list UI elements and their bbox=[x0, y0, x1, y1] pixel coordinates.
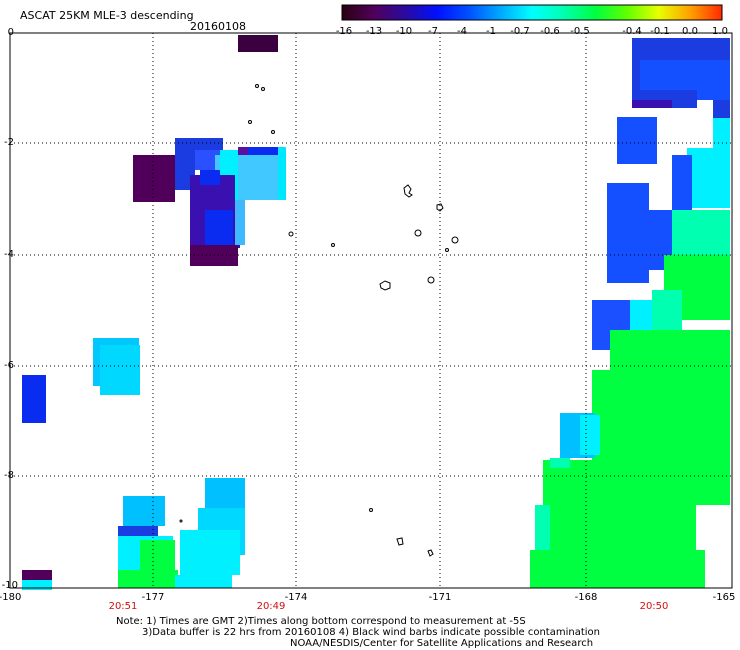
y-axis-label: -6 bbox=[4, 360, 14, 371]
x-axis-label: -171 bbox=[428, 592, 452, 603]
colorbar-label: -0.6 bbox=[540, 26, 560, 37]
colorbar-label: -0.1 bbox=[650, 26, 670, 37]
colorbar-gradient bbox=[341, 4, 723, 21]
island-outlines bbox=[179, 84, 459, 557]
chart-date: 20160108 bbox=[190, 20, 246, 33]
note-line-2: 3)Data buffer is 22 hrs from 20160108 4)… bbox=[142, 627, 600, 638]
time-label: 20:50 bbox=[639, 601, 669, 612]
x-axis-label: -174 bbox=[284, 592, 308, 603]
colorbar-label: -1 bbox=[486, 26, 496, 37]
chart-title: ASCAT 25KM MLE-3 descending bbox=[20, 9, 194, 22]
y-axis-label: 0 bbox=[7, 27, 14, 38]
grid bbox=[10, 33, 732, 588]
y-axis-label: -4 bbox=[4, 249, 14, 260]
colorbar-label: -13 bbox=[365, 26, 383, 37]
x-axis-label: -180 bbox=[0, 592, 22, 603]
y-axis-label: -8 bbox=[4, 470, 14, 481]
y-axis-label: -10 bbox=[1, 580, 18, 591]
colorbar-label: -16 bbox=[335, 26, 353, 37]
x-axis-label: -177 bbox=[141, 592, 165, 603]
colorbar-label: -0.5 bbox=[570, 26, 590, 37]
colorbar-label: 0.0 bbox=[682, 26, 698, 37]
y-axis-label: -2 bbox=[4, 137, 14, 148]
wind-swaths bbox=[22, 35, 730, 590]
time-label: 20:49 bbox=[256, 601, 286, 612]
colorbar bbox=[341, 4, 723, 21]
note-line-3: NOAA/NESDIS/Center for Satellite Applica… bbox=[290, 638, 594, 649]
colorbar-label: -0.7 bbox=[510, 26, 530, 37]
note-line-1: Note: 1) Times are GMT 2)Times along bot… bbox=[116, 616, 526, 627]
colorbar-label: -7 bbox=[428, 26, 438, 37]
time-label: 20:51 bbox=[108, 601, 138, 612]
map-frame bbox=[9, 32, 733, 589]
colorbar-label: -10 bbox=[395, 26, 413, 37]
colorbar-label: -0.4 bbox=[622, 26, 642, 37]
x-axis-label: -165 bbox=[712, 592, 736, 603]
x-axis-label: -168 bbox=[574, 592, 598, 603]
colorbar-label: -4 bbox=[457, 26, 467, 37]
colorbar-label: 1.0 bbox=[712, 26, 728, 37]
